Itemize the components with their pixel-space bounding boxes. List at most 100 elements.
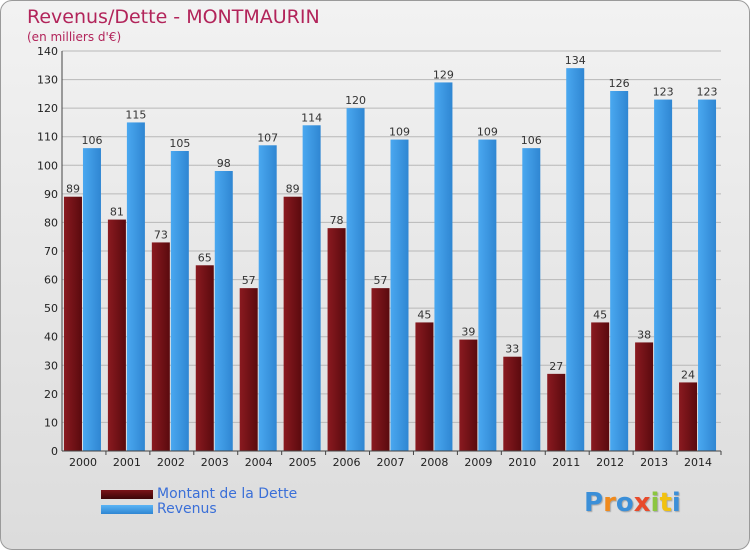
logo-letter: i <box>671 488 681 518</box>
bar-dette <box>195 265 214 451</box>
x-tick-label: 2010 <box>508 456 536 469</box>
y-tick-label: 0 <box>51 445 58 458</box>
data-label-revenus: 123 <box>697 86 718 99</box>
x-tick-label: 2000 <box>69 456 97 469</box>
bar-revenus <box>654 99 673 452</box>
bars <box>63 68 717 452</box>
data-label-revenus: 123 <box>653 86 674 99</box>
x-tick-label: 2003 <box>201 456 229 469</box>
data-label-dette: 89 <box>66 183 80 196</box>
logo-letter: P <box>584 488 604 518</box>
labels: 0 10 20 30 40 50 60 70 80 90 100 110 120 130 140 89 106 2… <box>37 45 718 469</box>
y-tick-label: 30 <box>44 359 58 372</box>
bar-dette <box>635 342 654 451</box>
bar-dette <box>151 242 170 451</box>
data-label-revenus: 107 <box>257 131 278 144</box>
x-tick-label: 2006 <box>333 456 361 469</box>
bar-dette <box>107 219 126 451</box>
chart-title: Revenus/Dette - MONTMAURIN <box>27 6 320 28</box>
data-label-dette: 27 <box>549 360 563 373</box>
bar-dette <box>283 196 302 451</box>
x-tick-label: 2001 <box>113 456 141 469</box>
legend-swatch-dette <box>101 490 153 499</box>
bar-revenus <box>82 148 101 451</box>
data-label-revenus: 126 <box>609 77 630 90</box>
chart-subtitle: (en milliers d'€) <box>27 30 122 44</box>
data-label-revenus: 115 <box>125 108 146 121</box>
data-label-dette: 73 <box>154 228 168 241</box>
y-tick-label: 20 <box>44 388 58 401</box>
x-tick-label: 2005 <box>289 456 317 469</box>
bar-revenus <box>258 145 277 452</box>
y-tick-label: 10 <box>44 416 58 429</box>
data-label-dette: 24 <box>681 368 695 381</box>
bar-revenus <box>346 108 365 452</box>
x-tick-label: 2007 <box>377 456 405 469</box>
axes <box>61 51 722 455</box>
y-tick-label: 60 <box>44 274 58 287</box>
bar-dette <box>503 356 522 451</box>
data-label-revenus: 109 <box>477 126 498 139</box>
x-tick-label: 2004 <box>245 456 273 469</box>
bar-dette <box>415 322 434 451</box>
x-tick-label: 2009 <box>464 456 492 469</box>
data-label-revenus: 120 <box>345 94 366 107</box>
bar-revenus <box>214 171 233 451</box>
bar-revenus <box>478 139 497 452</box>
proxiti-logo: Proxiti <box>584 488 681 518</box>
bar-revenus <box>302 125 321 452</box>
bar-revenus <box>698 99 717 452</box>
y-tick-label: 70 <box>44 245 58 258</box>
bar-dette <box>547 373 566 451</box>
bar-revenus <box>390 139 409 452</box>
data-label-dette: 38 <box>637 328 651 341</box>
bar-revenus <box>610 91 629 451</box>
data-label-dette: 39 <box>461 326 475 339</box>
bar-dette <box>591 322 610 451</box>
legend-label-dette: Montant de la Dette <box>157 486 298 502</box>
y-tick-label: 80 <box>44 216 58 229</box>
logo-letter: r <box>603 488 616 518</box>
bar-revenus <box>522 148 541 451</box>
legend-swatch-revenus <box>101 505 153 514</box>
bar-dette <box>371 288 390 451</box>
data-label-revenus: 114 <box>301 111 322 124</box>
x-tick-label: 2014 <box>684 456 712 469</box>
x-tick-label: 2008 <box>420 456 448 469</box>
bar-revenus <box>434 82 453 451</box>
logo-letter: i <box>650 488 660 518</box>
data-label-dette: 57 <box>374 274 388 287</box>
y-tick-label: 100 <box>37 159 58 172</box>
y-tick-label: 110 <box>37 131 58 144</box>
logo-letter: t <box>659 488 672 518</box>
x-tick-label: 2011 <box>552 456 580 469</box>
bar-dette <box>239 288 258 451</box>
y-tick-label: 130 <box>37 74 58 87</box>
bar-dette <box>679 382 698 451</box>
legend-label-revenus: Revenus <box>157 501 217 517</box>
data-label-revenus: 98 <box>217 157 231 170</box>
data-label-dette: 78 <box>330 214 344 227</box>
x-tick-label: 2002 <box>157 456 185 469</box>
data-label-revenus: 106 <box>81 134 102 147</box>
x-tick-label: 2013 <box>640 456 668 469</box>
data-label-revenus: 105 <box>169 137 190 150</box>
data-label-dette: 89 <box>286 183 300 196</box>
bar-revenus <box>566 68 585 452</box>
y-tick-label: 90 <box>44 188 58 201</box>
data-label-dette: 57 <box>242 274 256 287</box>
bar-revenus <box>126 122 145 451</box>
y-tick-label: 40 <box>44 331 58 344</box>
bar-dette <box>63 196 82 451</box>
x-tick-label: 2012 <box>596 456 624 469</box>
logo-letter: o <box>615 488 634 518</box>
y-tick-label: 120 <box>37 102 58 115</box>
data-label-revenus: 134 <box>565 54 586 67</box>
data-label-dette: 65 <box>198 251 212 264</box>
bar-dette <box>459 339 478 451</box>
data-label-dette: 33 <box>505 343 519 356</box>
y-tick-label: 50 <box>44 302 58 315</box>
data-label-revenus: 109 <box>389 126 410 139</box>
